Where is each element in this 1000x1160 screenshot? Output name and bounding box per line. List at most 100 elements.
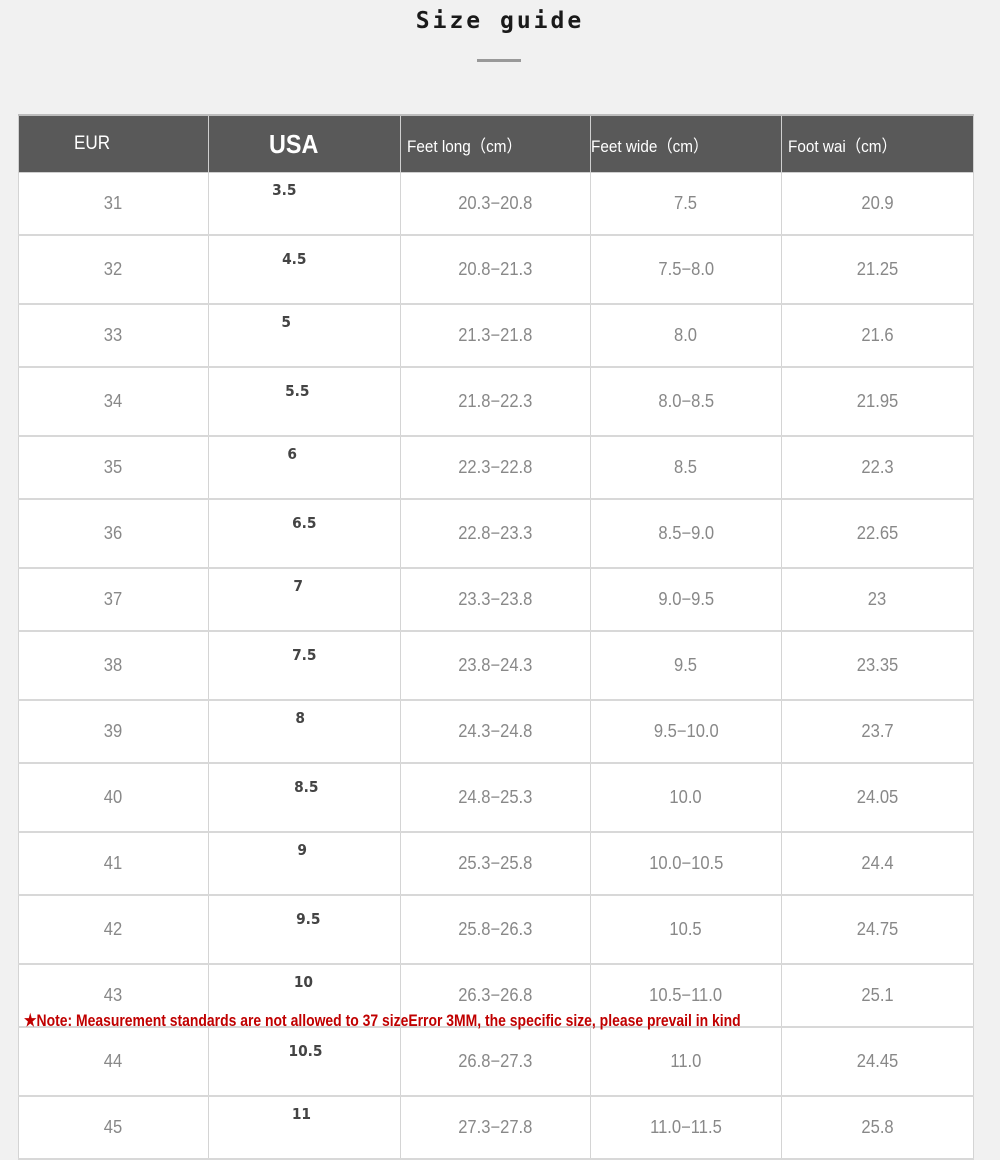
cell-value: 22.8−23.3 [458,523,533,543]
header-feet-long: Feet long（cm） [400,114,591,173]
cell-value: 9.5−10.0 [653,721,719,741]
cell-value: 8.0−8.5 [658,391,714,411]
cell-value: 22.3 [861,457,894,477]
cell-eur: 33 [18,303,209,368]
header-feet-wide-label: Feet wide（cm） [591,136,709,156]
cell-value: 23.3−23.8 [458,589,533,609]
cell-foot-wai: 21.6 [781,303,974,368]
cell-eur: 40 [18,762,209,833]
header-eur-label: EUR [74,133,111,154]
cell-value: 25.3−25.8 [458,853,533,873]
cell-feet-long: 23.8−24.3 [400,630,591,701]
cell-value: 24.05 [856,787,899,807]
cell-value: 26.8−27.3 [458,1051,533,1071]
cell-foot-wai: 24.75 [781,894,974,965]
table-row: 44 10.5 26.8−27.3 11.0 24.45 [18,1026,974,1097]
cell-value: 10.5 [288,1042,323,1060]
table-row: 32 4.5 20.8−21.3 7.5−8.0 21.25 [18,234,974,305]
cell-value: 21.95 [856,391,899,411]
cell-foot-wai: 25.8 [781,1095,974,1160]
cell-value: 8.5 [674,457,698,477]
cell-feet-long: 24.3−24.8 [400,699,591,764]
cell-value: 25.8 [861,1117,894,1137]
cell-value: 23.8−24.3 [458,655,533,675]
cell-value: 5 [281,313,292,331]
cell-value: 33 [104,325,123,345]
cell-value: 24.3−24.8 [458,721,533,741]
cell-eur: 41 [18,831,209,896]
table-row: 42 9.5 25.8−26.3 10.5 24.75 [18,894,974,965]
cell-usa: 10 [208,963,401,1028]
cell-value: 27.3−27.8 [458,1117,533,1137]
cell-usa: 4.5 [208,234,401,305]
cell-foot-wai: 23.7 [781,699,974,764]
cell-value: 9.5 [674,655,698,675]
cell-value: 25.1 [861,985,894,1005]
cell-feet-wide: 8.5 [590,435,782,500]
header-foot-wai: Foot wai（cm） [781,114,974,173]
cell-feet-wide: 9.0−9.5 [590,567,782,632]
cell-value: 23.7 [861,721,894,741]
cell-eur: 36 [18,498,209,569]
cell-feet-wide: 8.0 [590,303,782,368]
cell-value: 21.25 [856,259,899,279]
cell-value: 10.0 [669,787,703,807]
cell-eur: 38 [18,630,209,701]
cell-feet-long: 20.3−20.8 [400,172,591,236]
cell-eur: 34 [18,366,209,437]
cell-feet-long: 21.3−21.8 [400,303,591,368]
cell-feet-long: 26.8−27.3 [400,1026,591,1097]
cell-value: 39 [104,721,123,741]
cell-value: 6 [287,445,298,463]
cell-value: 11.0 [670,1051,702,1071]
cell-feet-long: 26.3−26.8 [400,963,591,1028]
table-row: 40 8.5 24.8−25.3 10.0 24.05 [18,762,974,833]
cell-eur: 43 [18,963,209,1028]
cell-value: 41 [104,853,123,873]
cell-eur: 45 [18,1095,209,1160]
cell-value: 26.3−26.8 [458,985,533,1005]
cell-usa: 8.5 [208,762,401,833]
cell-value: 24.45 [856,1051,899,1071]
cell-foot-wai: 21.25 [781,234,974,305]
cell-feet-wide: 10.5−11.0 [590,963,782,1028]
cell-value: 7.5 [292,646,317,664]
cell-value: 6.5 [292,514,317,532]
cell-feet-wide: 7.5−8.0 [590,234,782,305]
table-row: 45 11 27.3−27.8 11.0−11.5 25.8 [18,1095,974,1160]
table-row: 33 5 21.3−21.8 8.0 21.6 [18,303,974,368]
cell-eur: 39 [18,699,209,764]
cell-eur: 31 [18,172,209,236]
cell-usa: 9 [208,831,401,896]
cell-feet-wide: 11.0 [590,1026,782,1097]
cell-value: 10.5−11.0 [649,985,723,1005]
cell-value: 34 [104,391,123,411]
header-usa-label: USA [269,128,319,159]
cell-feet-wide: 9.5−10.0 [590,699,782,764]
cell-usa: 9.5 [208,894,401,965]
cell-feet-long: 25.8−26.3 [400,894,591,965]
measurement-note: ★Note: Measurement standards are not all… [24,1011,741,1030]
cell-value: 24.8−25.3 [458,787,533,807]
cell-value: 25.8−26.3 [458,919,533,939]
table-row: 41 9 25.3−25.8 10.0−10.5 24.4 [18,831,974,896]
cell-value: 10 [293,973,314,991]
cell-value: 7 [293,577,304,595]
cell-value: 22.65 [856,523,899,543]
cell-value: 37 [104,589,123,609]
cell-value: 7.5 [674,193,698,213]
page-title: Size guide [415,8,585,34]
header-usa: USA [208,114,401,173]
cell-value: 44 [104,1051,123,1071]
cell-foot-wai: 24.4 [781,831,974,896]
header-feet-long-label: Feet long（cm） [407,136,522,156]
cell-value: 8.5−9.0 [658,523,714,543]
size-table: EUR USA Feet long（cm） Feet wide（cm） Foot… [18,114,974,1160]
table-header-row: EUR USA Feet long（cm） Feet wide（cm） Foot… [18,114,974,173]
cell-feet-wide: 8.5−9.0 [590,498,782,569]
table-row: 31 3.5 20.3−20.8 7.5 20.9 [18,172,974,236]
cell-value: 9.0−9.5 [658,589,714,609]
cell-foot-wai: 22.3 [781,435,974,500]
title-divider [477,59,521,62]
cell-feet-long: 22.8−23.3 [400,498,591,569]
